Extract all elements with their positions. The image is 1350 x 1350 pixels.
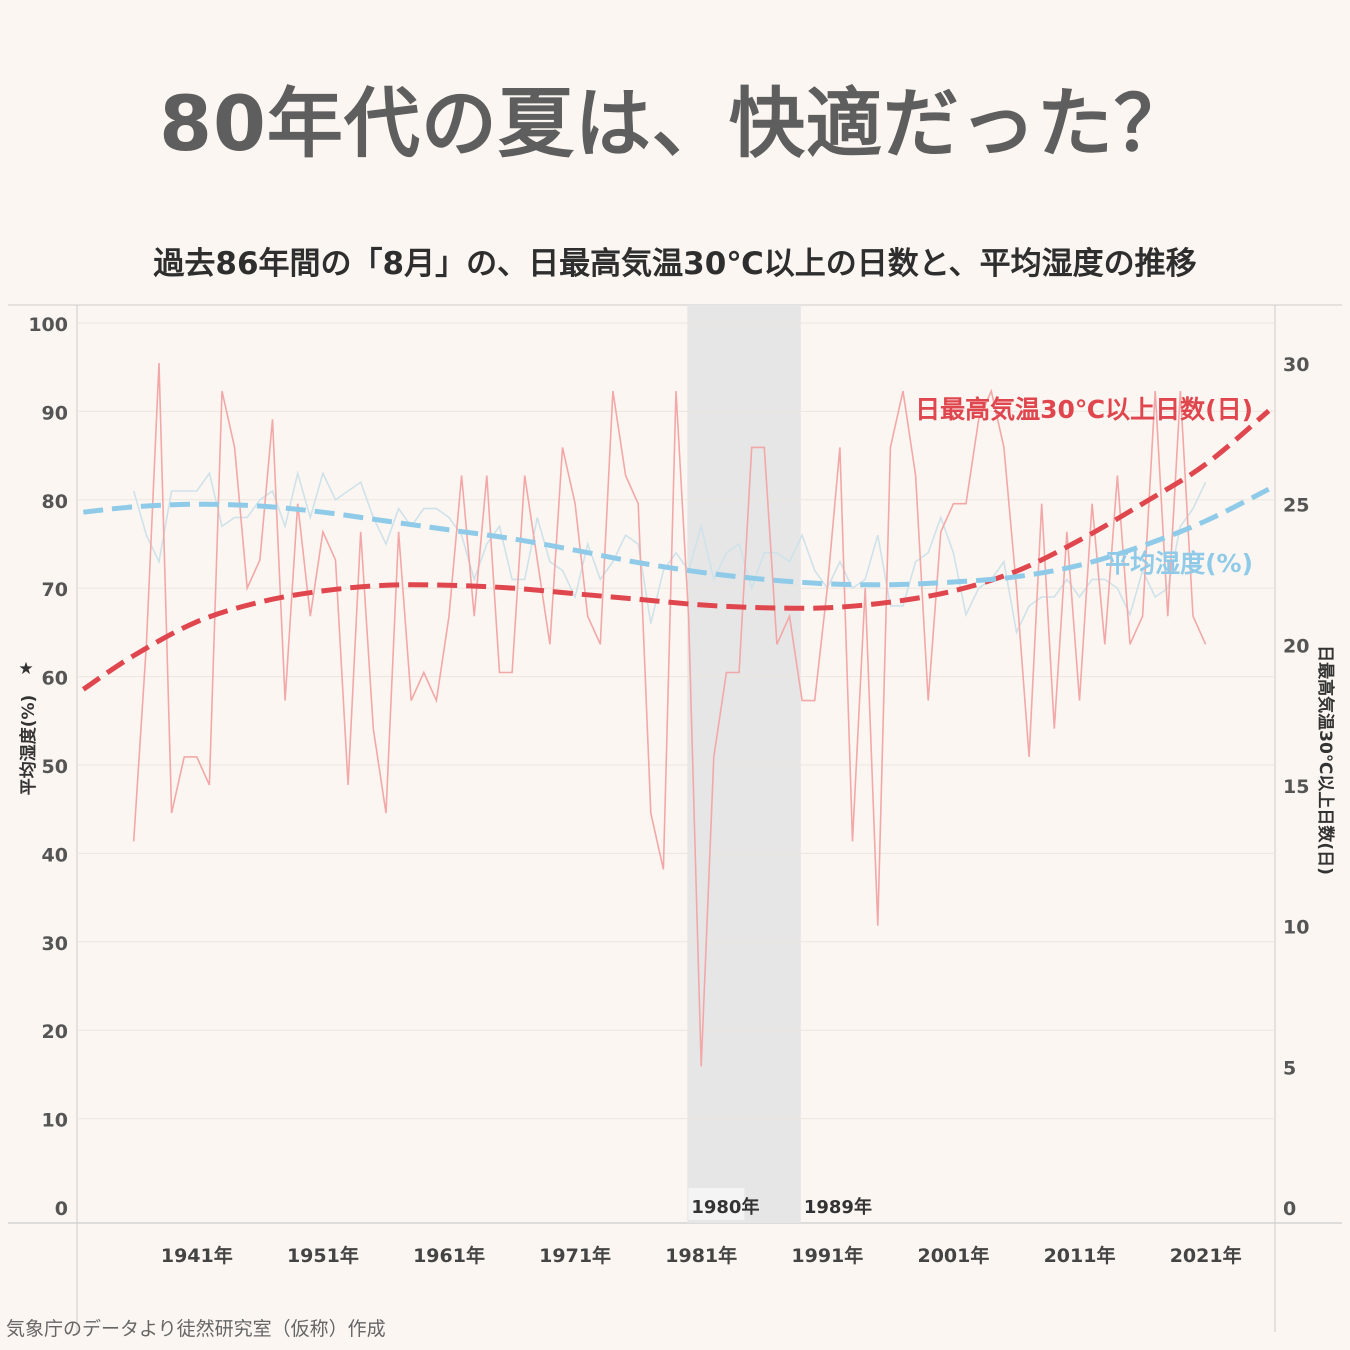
chart-frame [8, 304, 1342, 1332]
y-left-tick: 60 [42, 668, 68, 690]
x-tick: 1981年 [665, 1244, 737, 1267]
y-left-tick: 50 [42, 756, 68, 778]
y-right-tick: 30 [1283, 354, 1309, 376]
y-right-tick: 10 [1283, 917, 1309, 939]
y-right-tick: 20 [1283, 635, 1309, 657]
source-credit: 気象庁のデータより徒然研究室（仮称）作成 [6, 1318, 386, 1340]
trend-lines [81, 408, 1271, 692]
x-tick: 2011年 [1044, 1244, 1116, 1267]
tick-labels: 0 10 20 30 40 50 60 70 80 90 100 0 5 10 15 20 25 30 1941年 1… [18, 314, 1336, 1267]
y-left-tick: 40 [42, 844, 68, 866]
hot-days-series-label: 日最高気温30℃以上日数(日) [915, 395, 1253, 424]
y-right-tick: 15 [1283, 776, 1309, 798]
y-left-axis-title: 平均湿度(%) [18, 695, 39, 796]
y-left-tick: 0 [55, 1198, 68, 1220]
humidity-series-line [132, 470, 1207, 635]
band-label-bg-start [688, 1188, 745, 1220]
y-left-marker-icon: ★ [18, 659, 33, 679]
y-left-tick: 30 [42, 933, 68, 955]
x-tick: 1941年 [161, 1244, 233, 1267]
hot-days-series-line [132, 362, 1207, 1067]
y-left-tick: 80 [42, 491, 68, 513]
y-left-tick: 90 [42, 402, 68, 424]
y-left-tick: 20 [42, 1021, 68, 1043]
y-right-tick: 0 [1283, 1198, 1296, 1220]
data-lines [132, 362, 1207, 1067]
highlight-band: 1980年 1989年 [687, 305, 872, 1223]
x-tick: 2021年 [1170, 1244, 1242, 1267]
y-right-axis-title: 日最高気温30℃以上日数(日) [1315, 645, 1336, 875]
band-label-end: 1989年 [804, 1196, 872, 1218]
series-labels: 日最高気温30℃以上日数(日) 平均湿度(%) [915, 395, 1253, 578]
y-left-tick: 100 [28, 314, 68, 336]
chart-subtitle: 過去86年間の「8月」の、日最高気温30℃以上の日数と、平均湿度の推移 [153, 246, 1197, 282]
x-tick: 1961年 [413, 1244, 485, 1267]
x-tick: 2001年 [917, 1244, 989, 1267]
gridlines [77, 322, 1275, 1120]
y-right-tick: 5 [1283, 1057, 1296, 1079]
y-left-tick: 10 [42, 1110, 68, 1132]
humidity-trend-line [83, 486, 1270, 588]
y-right-tick: 25 [1283, 495, 1309, 517]
x-tick: 1951年 [287, 1244, 359, 1267]
band-1980s [687, 305, 801, 1223]
x-tick: 1991年 [791, 1244, 863, 1267]
humidity-series-label: 平均湿度(%) [1105, 549, 1253, 578]
band-label-start: 1980年 [691, 1196, 759, 1218]
hot-days-trend-line [81, 408, 1271, 692]
page-title: 80年代の夏は、快適だった？ [159, 79, 1191, 168]
y-left-tick: 70 [42, 579, 68, 601]
x-tick: 1971年 [539, 1244, 611, 1267]
